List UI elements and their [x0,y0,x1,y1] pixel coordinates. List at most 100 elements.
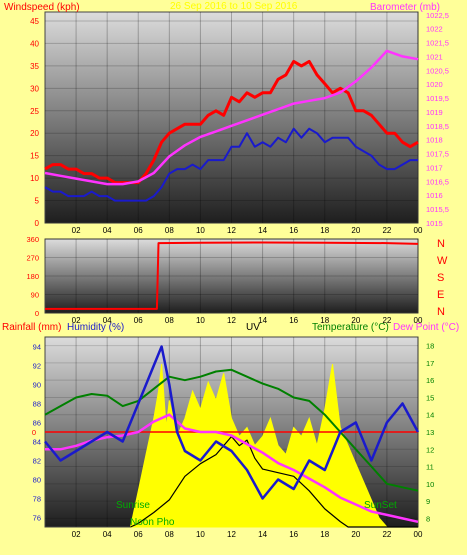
temp-ytick-label: 15 [426,393,434,402]
lower-xtick-label: 12 [227,530,236,539]
direction-xtick-label: 14 [258,316,267,325]
humidity-ytick-label: 90 [33,381,41,390]
wind-ytick-label: 0 [35,219,40,228]
wind-xtick-label: 12 [227,226,236,235]
baro-ytick-label: 1021 [426,52,443,61]
humidity-ytick-label: 76 [33,514,41,523]
baro-ytick-label: 1019,5 [426,94,449,103]
wind-ytick-label: 35 [30,62,39,71]
direction-xtick-label: 02 [72,316,81,325]
direction-xtick-label: 12 [227,316,236,325]
direction-xtick-label: 06 [134,316,143,325]
direction-ytick-label: 180 [26,272,39,281]
barometer-line [44,49,419,186]
direction-xtick-label: 10 [196,316,205,325]
temp-ytick-label: 16 [426,376,434,385]
temp-ytick-label: 10 [426,480,434,489]
compass-label: N [437,306,445,318]
temperature-axis-title: Temperature (°C) [312,322,389,333]
baro-ytick-label: 1018,5 [426,122,449,131]
dewpoint-axis-title: Dew Point (°C) [393,322,459,333]
solar-line [130,435,418,528]
baro-ytick-label: 1019 [426,108,443,117]
rainfall-ytick-label: 0 [32,428,36,437]
wind-ytick-label: 20 [30,129,39,138]
wind-xtick-label: 06 [134,226,143,235]
wind-ytick-label: 40 [30,39,39,48]
wind-ytick-label: 30 [30,84,39,93]
dewpoint-line [45,413,419,524]
compass-label: N [437,238,445,250]
sunrise-label: Sunrise [116,500,150,511]
direction-ytick-label: 360 [26,235,39,244]
wind-ytick-label: 10 [30,174,39,183]
direction-xtick-label: 20 [351,316,360,325]
lower-xtick-label: 04 [103,530,112,539]
chart-title: 26 Sep 2016 to 10 Sep 2016 [170,1,298,12]
wind-xtick-label: 18 [320,226,329,235]
lower-xtick-label: 02 [72,530,81,539]
lower-xtick-label: 08 [165,530,174,539]
wind-xtick-label: 00 [414,226,423,235]
wind-axis-title: Windspeed (kph) [4,2,80,13]
wind-xtick-label: 04 [103,226,112,235]
uv-axis-title: UV [246,322,260,333]
humidity-axis-title: Humidity (%) [67,322,124,333]
wind-xtick-label: 08 [165,226,174,235]
humidity-line [44,345,420,500]
lower-xtick-label: 14 [258,530,267,539]
temp-ytick-label: 11 [426,463,434,472]
lower-xtick-label: 16 [289,530,298,539]
lower-xtick-label: 06 [134,530,143,539]
wind-plot-area [44,11,419,224]
temp-ytick-label: 18 [426,342,434,351]
baro-ytick-label: 1022 [426,25,443,34]
temp-ytick-label: 9 [426,497,430,506]
baro-axis-title: Barometer (mb) [370,2,440,13]
humidity-ytick-label: 86 [33,419,41,428]
direction-xtick-label: 00 [414,316,423,325]
direction-xtick-label: 08 [165,316,174,325]
temp-ytick-label: 14 [426,411,434,420]
baro-ytick-label: 1020,5 [426,66,449,75]
baro-ytick-label: 1017,5 [426,150,449,159]
direction-xtick-label: 04 [103,316,112,325]
wind-gust-line [44,59,419,185]
lower-xtick-label: 18 [320,530,329,539]
direction-xtick-label: 18 [320,316,329,325]
temp-ytick-label: 17 [426,359,434,368]
wind-xtick-label: 02 [72,226,81,235]
temp-ytick-label: 8 [426,514,430,523]
wind-average-line [44,127,418,202]
sunset-label: SunSet [364,500,397,511]
direction-plot-area [44,238,419,314]
humidity-ytick-label: 82 [33,457,41,466]
lower-xtick-label: 00 [414,530,423,539]
baro-ytick-label: 1017 [426,163,443,172]
compass-label: S [437,272,444,284]
baro-ytick-label: 1015 [426,219,443,228]
baro-ytick-label: 1016,5 [426,177,449,186]
noon-label: Noon Pho [130,517,175,528]
baro-ytick-label: 1016 [426,191,443,200]
humidity-ytick-label: 80 [33,476,41,485]
temperature-line [44,368,419,492]
humidity-ytick-label: 88 [33,400,41,409]
baro-ytick-label: 1015,5 [426,205,449,214]
humidity-ytick-label: 94 [33,343,41,352]
humidity-ytick-label: 84 [33,438,41,447]
lower-xtick-label: 10 [196,530,205,539]
lower-xtick-label: 22 [382,530,391,539]
wind-xtick-label: 14 [258,226,267,235]
baro-ytick-label: 1022,5 [426,11,449,20]
baro-ytick-label: 1020 [426,80,443,89]
direction-ytick-label: 90 [31,291,39,300]
wind-ytick-label: 15 [30,152,39,161]
direction-xtick-label: 22 [382,316,391,325]
wind-ytick-label: 25 [30,107,39,116]
wind-direction-line [45,241,419,310]
baro-ytick-label: 1021,5 [426,39,449,48]
compass-label: W [437,255,448,267]
